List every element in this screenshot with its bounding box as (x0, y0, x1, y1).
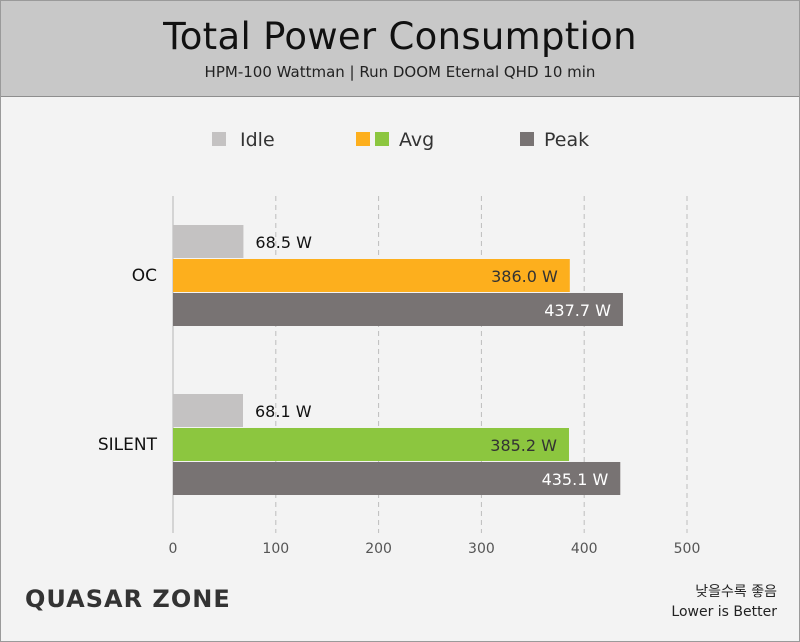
category-label-silent: SILENT (98, 435, 158, 455)
bar-oc-idle (173, 225, 244, 258)
bar-oc-peak (173, 293, 623, 326)
category-label-oc: OC (132, 266, 157, 286)
chart-title: Total Power Consumption (163, 15, 637, 58)
bar-silent-peak (173, 462, 621, 495)
data-label-oc-idle: 68.5 W (255, 233, 312, 252)
legend-label-peak: Peak (544, 129, 589, 151)
x-tick-label: 300 (468, 541, 495, 557)
chart-legend: Idle Avg Peak (212, 129, 589, 151)
data-label-silent-idle: 68.1 W (255, 402, 312, 421)
legend-swatch-avg-silent (375, 132, 389, 146)
legend-swatch-idle (212, 132, 226, 146)
quasar-zone-logo: QUASAR ZONE (25, 585, 231, 613)
chart-header: Total Power Consumption HPM-100 Wattman … (1, 1, 799, 97)
x-tick-label: 200 (365, 541, 392, 557)
legend-swatch-peak (520, 132, 534, 146)
x-tick-label: 500 (674, 541, 701, 557)
footer-note: 낮을수록 좋음 Lower is Better (671, 582, 777, 622)
chart-subtitle: HPM-100 Wattman | Run DOOM Eternal QHD 1… (204, 63, 596, 81)
category-labels: OC SILENT (98, 266, 158, 455)
legend-swatch-avg-oc (356, 132, 370, 146)
bar-silent-avg (173, 428, 569, 461)
legend-label-avg: Avg (399, 129, 434, 151)
bar-oc-avg (173, 259, 570, 292)
data-label-oc-avg: 386.0 W (491, 267, 558, 286)
data-label-oc-peak: 437.7 W (544, 301, 611, 320)
x-tick-label: 0 (169, 541, 178, 557)
legend-label-idle: Idle (240, 129, 275, 151)
bar-silent-idle (173, 394, 244, 427)
note-english: Lower is Better (671, 604, 777, 620)
bars-group: 68.5 W 386.0 W 437.7 W 68.1 W 385.2 W 435.1 W (173, 225, 623, 495)
x-tick-label: 400 (571, 541, 598, 557)
data-label-silent-avg: 385.2 W (490, 436, 557, 455)
x-axis-ticks: 0 100 200 300 400 500 (169, 541, 701, 557)
note-korean: 낮을수록 좋음 (695, 584, 777, 600)
data-label-silent-peak: 435.1 W (542, 470, 609, 489)
x-tick-label: 100 (262, 541, 289, 557)
